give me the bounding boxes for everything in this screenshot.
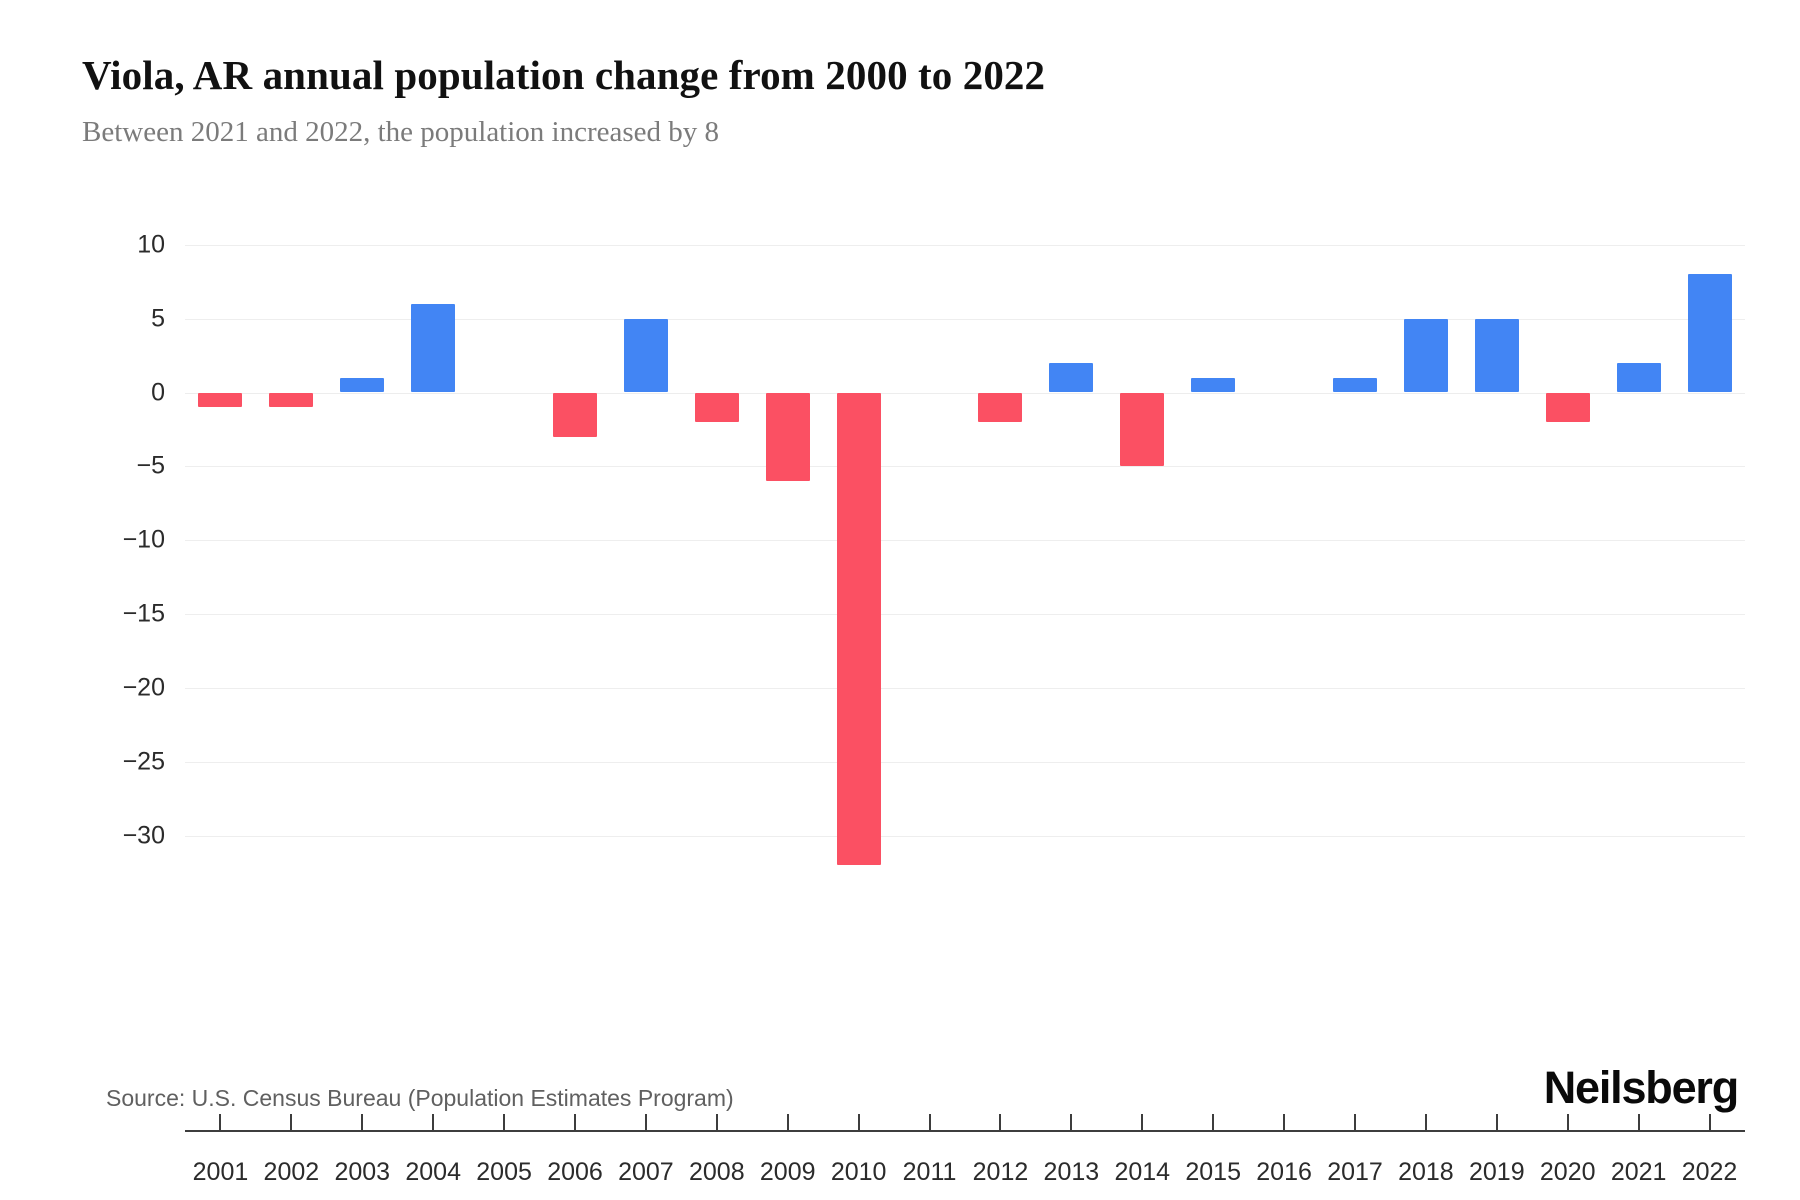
bar-2012[interactable] <box>978 392 1023 423</box>
x-axis-tick-label: 2021 <box>1610 1158 1667 1186</box>
gridline <box>185 244 1745 246</box>
bar-2018[interactable] <box>1403 318 1448 393</box>
x-axis-tick <box>432 1114 435 1130</box>
x-axis-labels: 2001 2002 2003 2004 2005 2006 2007 2008 2009 2010… <box>0 1158 1800 1198</box>
chart-header: Viola, AR annual population change from … <box>82 52 1740 150</box>
bar-2022[interactable] <box>1687 274 1732 393</box>
x-axis-tick-label: 2009 <box>759 1158 816 1186</box>
x-axis-tick <box>644 1114 647 1130</box>
x-axis-tick <box>857 1114 860 1130</box>
page-title: Viola, AR annual population change from … <box>82 52 1046 98</box>
x-axis-tick <box>999 1114 1002 1130</box>
x-axis-tick <box>290 1114 293 1130</box>
gridline <box>185 540 1745 542</box>
x-axis-tick-label: 2013 <box>1043 1158 1100 1186</box>
bar-2007[interactable] <box>623 318 668 393</box>
x-axis-tick-label: 2004 <box>405 1158 461 1186</box>
x-axis-tick <box>1424 1114 1427 1130</box>
bar-2017[interactable] <box>1333 377 1377 393</box>
x-axis-tick <box>1070 1114 1073 1130</box>
bar-2004[interactable] <box>411 303 456 393</box>
bar-2009[interactable] <box>765 392 810 482</box>
x-axis-tick-label: 2010 <box>830 1158 887 1186</box>
x-axis-tick-label: 2015 <box>1185 1158 1241 1186</box>
source-note: Source: U.S. Census Bureau (Population E… <box>106 1085 734 1111</box>
bar-2013[interactable] <box>1049 362 1094 393</box>
gridline <box>185 687 1745 689</box>
bar-2008[interactable] <box>694 392 739 423</box>
bar-2014[interactable] <box>1120 392 1165 467</box>
bar-2020[interactable] <box>1545 392 1590 423</box>
x-axis-tick-label: 2022 <box>1681 1158 1738 1186</box>
x-axis-tick-label: 2008 <box>689 1158 745 1186</box>
x-axis-tick <box>928 1114 931 1130</box>
x-axis-tick-label: 2005 <box>476 1158 532 1186</box>
gridline <box>185 835 1745 837</box>
bar-2021[interactable] <box>1616 362 1661 393</box>
x-axis-tick-label: 2017 <box>1327 1158 1383 1186</box>
y-axis-tick-label: −10 <box>122 525 165 554</box>
bar-2019[interactable] <box>1474 318 1519 393</box>
gridline <box>185 761 1745 763</box>
x-axis-tick-label: 2002 <box>263 1158 320 1186</box>
x-axis-tick-label: 2001 <box>192 1158 249 1186</box>
y-axis-labels: 10 5 0 −5 −10 −15 −20 −25 −30 <box>0 230 1800 910</box>
y-axis-tick-label: −30 <box>122 821 165 850</box>
chart-subtitle: Between 2021 and 2022, the population in… <box>82 116 720 149</box>
bar-series <box>0 230 1800 910</box>
bar-2003[interactable] <box>340 377 385 393</box>
x-axis-tick <box>1708 1114 1711 1130</box>
bar-2001[interactable] <box>198 392 243 408</box>
x-axis-ticks <box>0 1114 1800 1150</box>
x-axis-tick <box>1283 1114 1286 1130</box>
x-axis-tick-label: 2011 <box>902 1158 957 1186</box>
x-axis-tick <box>219 1114 222 1130</box>
bar-2006[interactable] <box>553 392 597 437</box>
x-axis-tick <box>1495 1114 1498 1130</box>
y-axis-tick-label: 0 <box>151 378 165 406</box>
x-axis-tick <box>1212 1114 1215 1130</box>
x-axis-tick-label: 2007 <box>618 1158 674 1186</box>
y-axis-tick-label: −15 <box>122 599 165 628</box>
x-axis-tick <box>1141 1114 1144 1130</box>
x-axis-tick-label: 2016 <box>1256 1158 1312 1186</box>
x-axis-tick <box>715 1114 718 1130</box>
gridlines <box>0 230 1800 910</box>
bar-2015[interactable] <box>1191 377 1236 393</box>
y-axis-tick-label: 5 <box>151 304 165 333</box>
x-axis-tick-label: 2018 <box>1398 1158 1454 1186</box>
gridline <box>185 318 1745 320</box>
brand-logo: Neilsberg <box>1543 1062 1739 1113</box>
x-axis-tick <box>503 1114 506 1130</box>
x-axis-tick-label: 2014 <box>1114 1158 1171 1186</box>
x-axis-tick <box>786 1114 789 1130</box>
x-axis-tick <box>1354 1114 1356 1130</box>
y-axis-tick-label: 10 <box>137 230 165 259</box>
y-axis-tick-label: −5 <box>136 451 165 480</box>
gridline <box>185 466 1745 468</box>
plot-area: 10 5 0 −5 −10 −15 −20 −25 −30 2001 2002 2003 2004 20… <box>0 230 1800 1186</box>
x-axis-tick <box>1637 1114 1640 1130</box>
x-axis-line <box>185 1130 1745 1132</box>
x-axis-tick <box>574 1114 576 1130</box>
x-axis-tick-label: 2020 <box>1539 1158 1596 1186</box>
x-axis-tick-label: 2003 <box>334 1158 391 1186</box>
bar-2002[interactable] <box>269 392 314 408</box>
y-axis-tick-label: −20 <box>122 673 165 702</box>
x-axis-tick <box>1566 1114 1569 1130</box>
x-axis-tick-label: 2012 <box>972 1158 1029 1186</box>
x-axis-tick-label: 2006 <box>547 1158 603 1186</box>
gridline <box>185 614 1745 616</box>
x-axis-tick-label: 2019 <box>1469 1158 1525 1186</box>
gridline <box>185 392 1745 394</box>
y-axis-tick-label: −25 <box>122 747 165 776</box>
x-axis-tick <box>361 1114 364 1130</box>
bar-2010[interactable] <box>836 392 881 866</box>
